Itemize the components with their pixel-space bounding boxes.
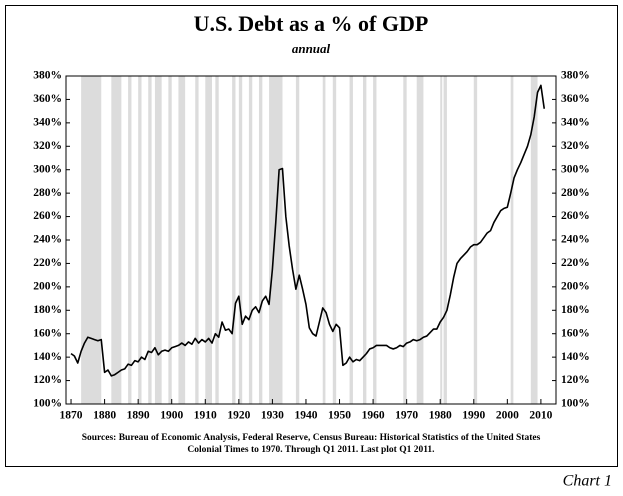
- recession-band: [178, 76, 186, 404]
- y-tick-label: 200%: [33, 280, 62, 292]
- recession-band: [332, 76, 337, 404]
- recession-band: [322, 76, 326, 404]
- recession-band: [269, 76, 283, 404]
- recession-band: [205, 76, 212, 404]
- x-tick-label: 1890: [127, 410, 150, 422]
- recession-band: [168, 76, 172, 404]
- y2-tick-label: 100%: [561, 398, 590, 410]
- recession-band: [363, 76, 367, 404]
- recession-band: [111, 76, 122, 404]
- recession-band: [510, 76, 514, 404]
- y2-tick-label: 260%: [561, 210, 590, 222]
- y-tick-label: 360%: [33, 93, 62, 105]
- x-tick-label: 1930: [261, 410, 284, 422]
- x-tick-label: 1970: [395, 410, 418, 422]
- recession-band: [248, 76, 253, 404]
- y-tick-label: 380%: [33, 70, 62, 82]
- recession-band: [440, 76, 443, 404]
- y-tick-label: 340%: [33, 116, 62, 128]
- x-tick-label: 2010: [529, 410, 552, 422]
- chart-frame: [5, 5, 618, 467]
- x-tick-label: 1960: [362, 410, 385, 422]
- y-tick-label: 240%: [33, 234, 62, 246]
- y2-tick-label: 320%: [561, 140, 590, 152]
- y-tick-label: 140%: [33, 351, 62, 363]
- x-tick-label: 1870: [60, 410, 83, 422]
- chart-title: U.S. Debt as a % of GDP: [194, 11, 429, 36]
- x-tick-label: 1900: [160, 410, 183, 422]
- y2-tick-label: 140%: [561, 351, 590, 363]
- x-tick-label: 1950: [328, 410, 351, 422]
- recession-band: [148, 76, 152, 404]
- y-tick-label: 320%: [33, 140, 62, 152]
- recession-band: [195, 76, 199, 404]
- y2-tick-label: 360%: [561, 93, 590, 105]
- recession-band: [81, 76, 102, 404]
- y-tick-label: 180%: [33, 304, 62, 316]
- x-tick-label: 1920: [227, 410, 250, 422]
- source-note: Sources: Bureau of Economic Analysis, Fe…: [82, 433, 541, 443]
- x-tick-label: 1940: [294, 410, 317, 422]
- y2-tick-label: 220%: [561, 257, 590, 269]
- y-tick-label: 260%: [33, 210, 62, 222]
- y-tick-label: 160%: [33, 327, 62, 339]
- y2-tick-label: 300%: [561, 163, 590, 175]
- y2-tick-label: 200%: [561, 280, 590, 292]
- y2-tick-label: 380%: [561, 70, 590, 82]
- y-tick-label: 300%: [33, 163, 62, 175]
- y2-tick-label: 120%: [561, 374, 590, 386]
- recession-band: [403, 76, 407, 404]
- source-note: Colonial Times to 1970. Through Q1 2011.…: [187, 445, 434, 455]
- x-tick-label: 1980: [429, 410, 452, 422]
- recession-band: [473, 76, 478, 404]
- y2-tick-label: 240%: [561, 234, 590, 246]
- x-tick-label: 1880: [93, 410, 116, 422]
- debt-line: [70, 84, 546, 377]
- recession-band: [238, 76, 243, 404]
- recession-band: [128, 76, 132, 404]
- recession-band: [138, 76, 142, 404]
- y-tick-label: 100%: [33, 398, 62, 410]
- y-tick-label: 280%: [33, 187, 62, 199]
- chart-subtitle: annual: [292, 41, 331, 56]
- y2-tick-label: 280%: [561, 187, 590, 199]
- y-tick-label: 120%: [33, 374, 62, 386]
- recession-band: [232, 76, 236, 404]
- x-tick-label: 1910: [194, 410, 217, 422]
- recession-band: [258, 76, 263, 404]
- y2-tick-label: 340%: [561, 116, 590, 128]
- y2-tick-label: 160%: [561, 327, 590, 339]
- recession-band: [416, 76, 424, 404]
- x-tick-label: 1990: [462, 410, 485, 422]
- x-tick-label: 2000: [496, 410, 519, 422]
- recession-band: [154, 76, 162, 404]
- recession-band: [349, 76, 353, 404]
- chart-label: Chart 1: [563, 473, 612, 490]
- recession-band: [295, 76, 300, 404]
- y-tick-label: 220%: [33, 257, 62, 269]
- recession-band: [443, 76, 447, 404]
- y2-tick-label: 180%: [561, 304, 590, 316]
- recession-band: [215, 76, 219, 404]
- recession-band: [530, 76, 538, 404]
- recession-band: [373, 76, 377, 404]
